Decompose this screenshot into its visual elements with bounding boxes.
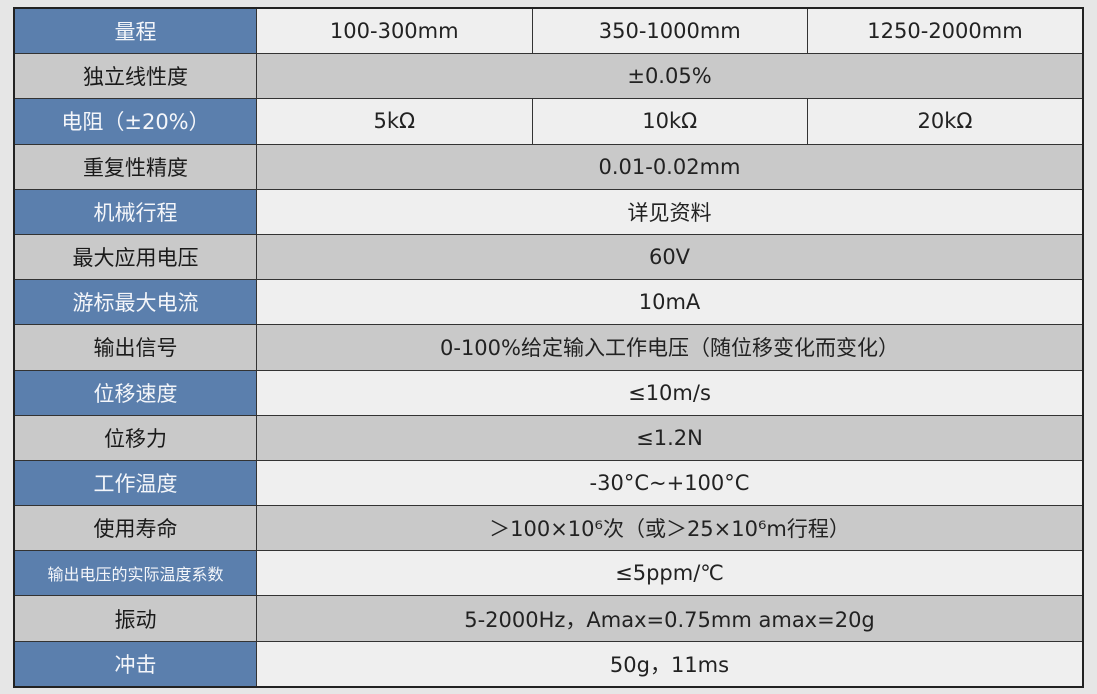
row-value: 10mA <box>256 279 1084 326</box>
table-row: 电阻（±20%） 5kΩ 10kΩ 20kΩ <box>13 98 1084 145</box>
row-label: 游标最大电流 <box>13 279 257 326</box>
row-value: 0-100%给定输入工作电压（随位移变化而变化） <box>256 324 1084 371</box>
row-label: 机械行程 <box>13 188 257 235</box>
row-label: 位移速度 <box>13 369 257 416</box>
row-value: 60V <box>256 233 1084 281</box>
row-label: 输出电压的实际温度系数 <box>13 550 257 597</box>
row-label: 最大应用电压 <box>13 233 257 281</box>
row-value: -30°C~+100°C <box>256 459 1084 507</box>
table-row: 工作温度 -30°C~+100°C <box>13 459 1084 507</box>
table-row: 游标最大电流 10mA <box>13 279 1084 326</box>
row-label: 工作温度 <box>13 459 257 507</box>
table-row: 机械行程 详见资料 <box>13 188 1084 235</box>
table-row: 量程 100-300mm 350-1000mm 1250-2000mm <box>13 7 1084 55</box>
row-value: 5kΩ <box>256 98 533 145</box>
row-value: ≤5ppm/℃ <box>256 550 1084 597</box>
table-row: 输出电压的实际温度系数 ≤5ppm/℃ <box>13 550 1084 597</box>
table-row: 使用寿命 ＞100×10⁶次（或＞25×10⁶m行程） <box>13 505 1084 552</box>
row-value: 1250-2000mm <box>807 7 1084 55</box>
row-label: 重复性精度 <box>13 143 257 190</box>
row-label: 振动 <box>13 595 257 642</box>
table-row: 最大应用电压 60V <box>13 233 1084 281</box>
table-row: 位移力 ≤1.2N <box>13 414 1084 461</box>
table-row: 独立线性度 ±0.05% <box>13 53 1084 100</box>
spec-table: 量程 100-300mm 350-1000mm 1250-2000mm 独立线性度 ±0.… <box>13 7 1084 688</box>
row-label: 输出信号 <box>13 324 257 371</box>
table-row: 重复性精度 0.01-0.02mm <box>13 143 1084 190</box>
table-row: 冲击 50g，11ms <box>13 640 1084 688</box>
table-row: 振动 5-2000Hz，Amax=0.75mm amax=20g <box>13 595 1084 642</box>
row-label: 独立线性度 <box>13 53 257 100</box>
row-value: ±0.05% <box>256 53 1084 100</box>
row-value: 详见资料 <box>256 188 1084 235</box>
row-label: 使用寿命 <box>13 505 257 552</box>
row-label: 冲击 <box>13 640 257 688</box>
row-value: 0.01-0.02mm <box>256 143 1084 190</box>
row-label: 量程 <box>13 7 257 55</box>
row-label: 电阻（±20%） <box>13 98 257 145</box>
row-value: 5-2000Hz，Amax=0.75mm amax=20g <box>256 595 1084 642</box>
row-value: ≤10m/s <box>256 369 1084 416</box>
row-value: 50g，11ms <box>256 640 1084 688</box>
row-value: ≤1.2N <box>256 414 1084 461</box>
table-row: 位移速度 ≤10m/s <box>13 369 1084 416</box>
row-value: 350-1000mm <box>531 7 808 55</box>
table-row: 输出信号 0-100%给定输入工作电压（随位移变化而变化） <box>13 324 1084 371</box>
row-value: 20kΩ <box>807 98 1084 145</box>
row-value: 100-300mm <box>256 7 533 55</box>
row-value: ＞100×10⁶次（或＞25×10⁶m行程） <box>256 505 1084 552</box>
row-value: 10kΩ <box>531 98 808 145</box>
row-label: 位移力 <box>13 414 257 461</box>
